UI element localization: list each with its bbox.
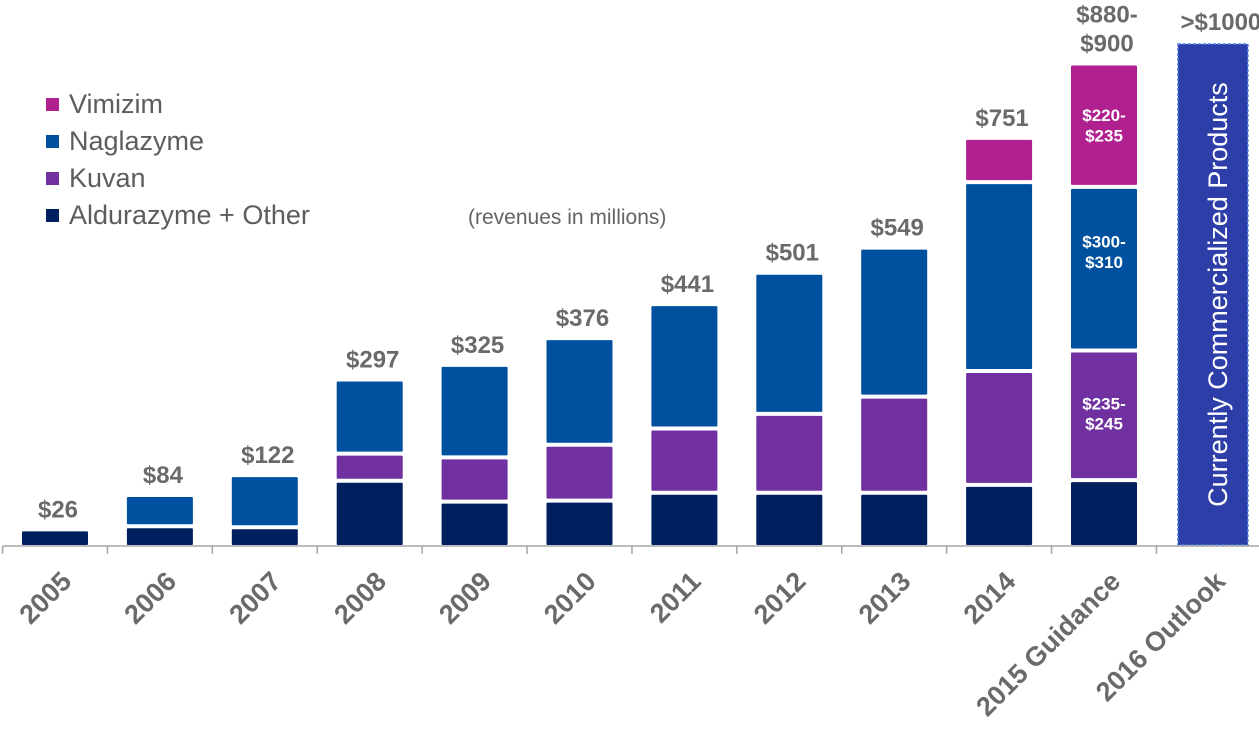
x-tick-label: 2013	[853, 566, 917, 630]
bar-segment-2011-naglazyme	[651, 306, 718, 427]
total-label: $880-$900	[1076, 2, 1137, 58]
bar-segment-2012-aldurazyme-other	[756, 494, 823, 545]
bar-segment-2015-guidance-aldurazyme-other	[1071, 482, 1137, 545]
bar-segment-2014-kuvan	[966, 372, 1033, 483]
bars-group	[22, 43, 1249, 546]
bar-segment-2008-kuvan	[336, 455, 403, 479]
total-label: $751	[975, 105, 1028, 132]
bar-segment-2006-naglazyme	[126, 497, 193, 525]
legend-item-aldurazyme-other: Aldurazyme + Other	[46, 197, 310, 234]
x-tick-label: 2008	[328, 566, 392, 630]
bar-segment-2016-outlook-outlook	[1177, 43, 1249, 546]
total-label: $84	[143, 462, 184, 489]
bar-segment-2013-aldurazyme-other	[861, 494, 928, 545]
outlook-bar-label: Currently Commercialized Products	[1203, 82, 1233, 507]
bar-segment-2008-aldurazyme-other	[336, 482, 403, 545]
bar-segment-2015-guidance-naglazyme	[1071, 188, 1137, 349]
bar-segment-2011-aldurazyme-other	[651, 494, 718, 545]
total-label: $26	[38, 496, 78, 523]
x-tick-label: 2012	[748, 566, 812, 630]
total-label: $122	[241, 442, 294, 469]
x-tick-label: 2006	[118, 566, 182, 630]
bar-segment-2013-naglazyme	[861, 249, 928, 395]
bar-segment-2005-aldurazyme-other	[22, 531, 88, 545]
bar-segment-2007-naglazyme	[231, 477, 298, 526]
bar-segment-2012-kuvan	[756, 415, 823, 491]
legend-label-vimizim: Vimizim	[69, 89, 163, 119]
chart-subtitle: (revenues in millions)	[468, 206, 667, 229]
bar-segment-2015-guidance-kuvan	[1071, 352, 1137, 479]
bar-segment-2010-kuvan	[546, 446, 613, 499]
bar-segment-2014-vimizim	[966, 139, 1033, 181]
legend-label-naglazyme: Naglazyme	[69, 126, 205, 156]
legend-swatch-aldurazyme-other	[46, 209, 59, 222]
legend-swatch-naglazyme	[46, 135, 59, 148]
legend-label-kuvan: Kuvan	[69, 163, 146, 193]
bar-segment-2011-kuvan	[651, 430, 718, 491]
bar-segment-2015-guidance-vimizim	[1071, 65, 1137, 185]
legend-item-kuvan: Kuvan	[46, 160, 310, 197]
x-tick-label: 2014	[958, 566, 1022, 630]
total-label: $376	[556, 305, 609, 332]
segment-value-label: $235-$245	[1082, 394, 1125, 433]
bar-segment-2007-aldurazyme-other	[231, 529, 298, 545]
x-tick-label: 2011	[644, 566, 707, 629]
bar-segment-2009-kuvan	[441, 459, 508, 500]
total-label: $441	[661, 271, 714, 298]
legend: Vimizim Naglazyme Kuvan Aldurazyme + Oth…	[46, 86, 310, 234]
bar-segment-2010-aldurazyme-other	[546, 502, 613, 545]
legend-item-vimizim: Vimizim	[46, 86, 310, 123]
total-label: $549	[871, 215, 924, 242]
total-label: $501	[766, 240, 819, 267]
bar-segment-2012-naglazyme	[756, 274, 823, 412]
bar-segment-2009-aldurazyme-other	[441, 503, 508, 545]
x-tick-label: 2005	[14, 566, 78, 630]
legend-label-aldurazyme-other: Aldurazyme + Other	[69, 200, 310, 230]
legend-swatch-kuvan	[46, 172, 59, 185]
bar-segment-2014-aldurazyme-other	[966, 486, 1033, 545]
bar-segment-2009-naglazyme	[441, 366, 508, 456]
x-tick-label: 2007	[223, 566, 287, 630]
bar-segment-2013-kuvan	[861, 398, 928, 491]
bar-segment-2014-naglazyme	[966, 184, 1033, 369]
legend-item-naglazyme: Naglazyme	[46, 123, 310, 160]
bar-segment-2008-naglazyme	[336, 381, 403, 452]
bar-segment-2006-aldurazyme-other	[126, 528, 193, 545]
legend-swatch-vimizim	[46, 98, 59, 111]
segment-value-label: $220-$235	[1082, 106, 1125, 145]
bar-segment-2010-naglazyme	[546, 340, 613, 443]
x-axis: 2005 2006 2007 2008 2009 2010 2011 2012 2013 2014…	[1, 545, 1259, 722]
total-label: $297	[346, 347, 399, 374]
x-tick-label: 2009	[433, 566, 497, 630]
segment-value-label: $300-$310	[1082, 233, 1125, 272]
labels-group: $26 $84 $122 $297 $325 $376 $441 $501 $549 $751 $2…	[38, 2, 1259, 524]
x-tick-label: 2010	[538, 566, 602, 630]
total-label: >$1000	[1181, 9, 1259, 36]
total-label: $325	[451, 332, 504, 359]
